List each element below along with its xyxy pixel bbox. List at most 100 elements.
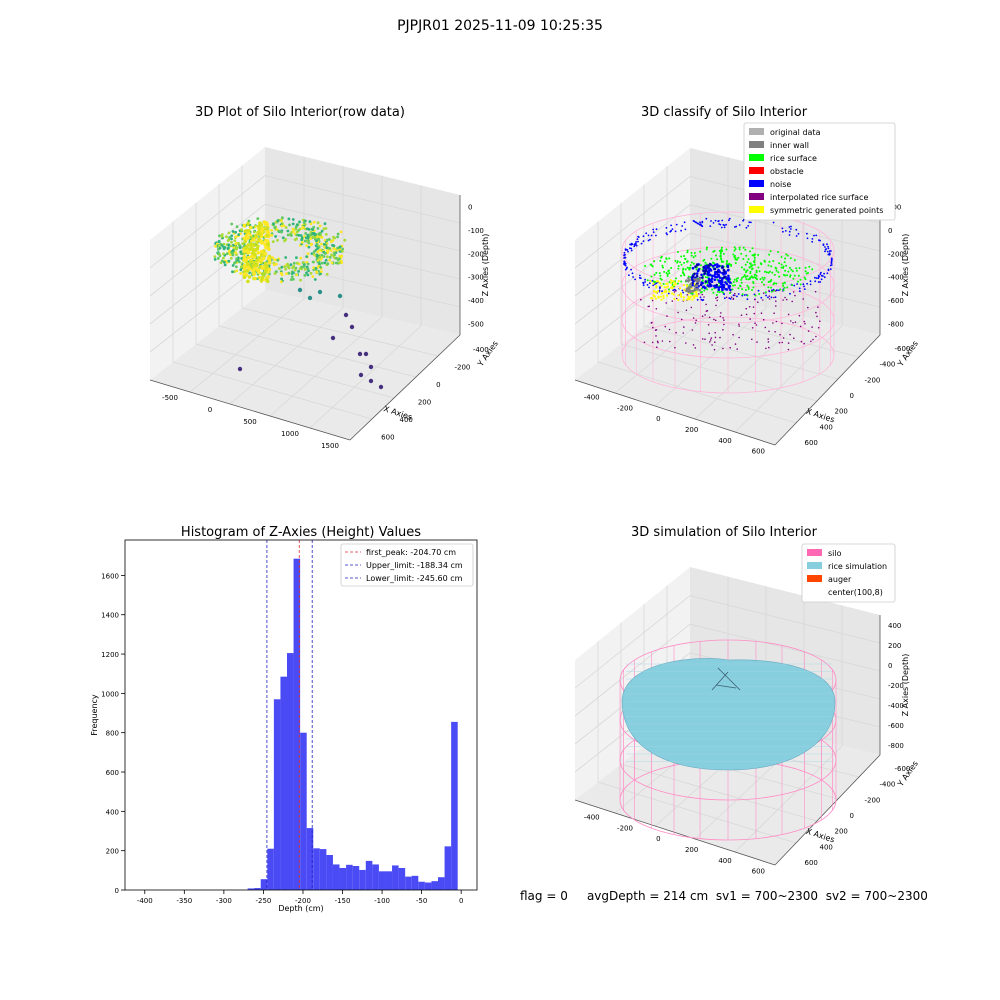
z-tick-label: -300 <box>468 274 484 282</box>
data-point <box>266 229 270 234</box>
data-point <box>286 229 290 233</box>
data-point <box>264 269 268 273</box>
data-point <box>336 232 340 236</box>
noise-point <box>788 226 791 228</box>
grid-line <box>574 595 691 689</box>
data-point <box>289 278 293 281</box>
grid-line <box>229 307 344 405</box>
data-point <box>320 236 324 239</box>
noise-point <box>699 221 701 224</box>
axis-line <box>574 799 776 866</box>
noise-point <box>635 242 637 245</box>
data-point <box>304 232 308 235</box>
rice-surface-point <box>782 273 785 276</box>
data-point <box>220 244 224 247</box>
rice-surface-point <box>753 276 756 279</box>
obstacle-point <box>691 275 694 278</box>
data-point <box>240 257 244 260</box>
rice-surface-point <box>730 264 733 267</box>
data-point <box>271 240 275 244</box>
data-point <box>330 335 336 341</box>
rice-surface-point <box>699 250 702 253</box>
noise-point <box>814 280 817 283</box>
interpolated-point <box>767 338 769 340</box>
symmetric-point <box>677 298 680 302</box>
interpolated-point <box>691 329 694 331</box>
data-point <box>242 223 247 228</box>
noise-point <box>675 223 678 226</box>
symmetric-point <box>650 297 653 300</box>
histogram-bar <box>319 849 327 890</box>
data-point <box>307 245 311 249</box>
rice-surface-point <box>740 266 743 269</box>
rice-surface-point <box>721 250 724 252</box>
rice-surface-point <box>665 257 668 260</box>
rice-surface-point <box>725 262 728 265</box>
data-point <box>251 263 256 268</box>
rice-surface-point <box>692 262 695 265</box>
interpolated-point <box>655 335 657 337</box>
x-tick-label: -300 <box>216 897 232 905</box>
noise-point <box>822 244 825 247</box>
noise-point <box>796 283 798 285</box>
axis-line <box>149 379 351 441</box>
interpolated-point <box>669 340 671 343</box>
symmetric-point <box>678 287 682 290</box>
noise-point <box>624 253 626 256</box>
data-point <box>252 237 256 242</box>
data-point <box>214 245 217 248</box>
rice-surface-point <box>789 275 792 278</box>
data-point <box>256 217 260 221</box>
y-tick-label: 400 <box>106 808 119 816</box>
interpolated-point <box>701 315 704 318</box>
data-point <box>251 251 256 255</box>
data-point <box>332 244 336 248</box>
noise-point <box>649 238 651 241</box>
noise-point <box>667 292 670 295</box>
inner-wall-point <box>696 287 699 291</box>
data-point <box>325 255 329 259</box>
rice-surface-point <box>653 260 656 263</box>
data-point <box>216 252 220 256</box>
inner-wall-point <box>698 289 701 292</box>
interpolated-point <box>815 311 817 314</box>
noise-point <box>789 292 791 295</box>
data-point <box>305 265 309 269</box>
noise-point <box>701 221 704 224</box>
data-point <box>306 273 310 277</box>
noise-point <box>809 283 812 286</box>
obstacle-point <box>716 270 719 274</box>
data-point <box>243 265 248 269</box>
data-point <box>242 255 247 260</box>
noise-point <box>736 295 738 298</box>
data-point <box>251 226 255 229</box>
interpolated-point <box>762 299 764 301</box>
noise-point <box>635 244 638 247</box>
data-point <box>315 239 318 243</box>
data-point <box>259 241 264 245</box>
back-pane <box>575 148 690 380</box>
inner-wall-point <box>688 290 692 294</box>
data-point <box>237 366 243 372</box>
inner-wall-point <box>698 277 702 280</box>
data-point <box>245 249 250 253</box>
rice-surface-point <box>733 255 736 258</box>
rice-surface-point <box>703 289 706 292</box>
obstacle-point <box>702 265 705 269</box>
data-point <box>311 260 315 264</box>
grid-line <box>643 325 839 380</box>
noise-point <box>624 249 627 251</box>
symmetric-point <box>665 294 669 297</box>
rice-surface-point <box>711 288 714 291</box>
legend-label: center(100,8) <box>828 588 883 597</box>
interpolated-point <box>704 338 706 341</box>
data-point <box>263 242 267 247</box>
y-tick-label: -200 <box>455 363 471 371</box>
data-point <box>231 270 234 274</box>
rice-surface-point <box>743 268 746 271</box>
data-point <box>307 295 313 301</box>
data-point <box>220 259 224 263</box>
data-point <box>331 239 335 242</box>
data-point <box>325 246 329 250</box>
histogram-bar <box>280 676 287 890</box>
